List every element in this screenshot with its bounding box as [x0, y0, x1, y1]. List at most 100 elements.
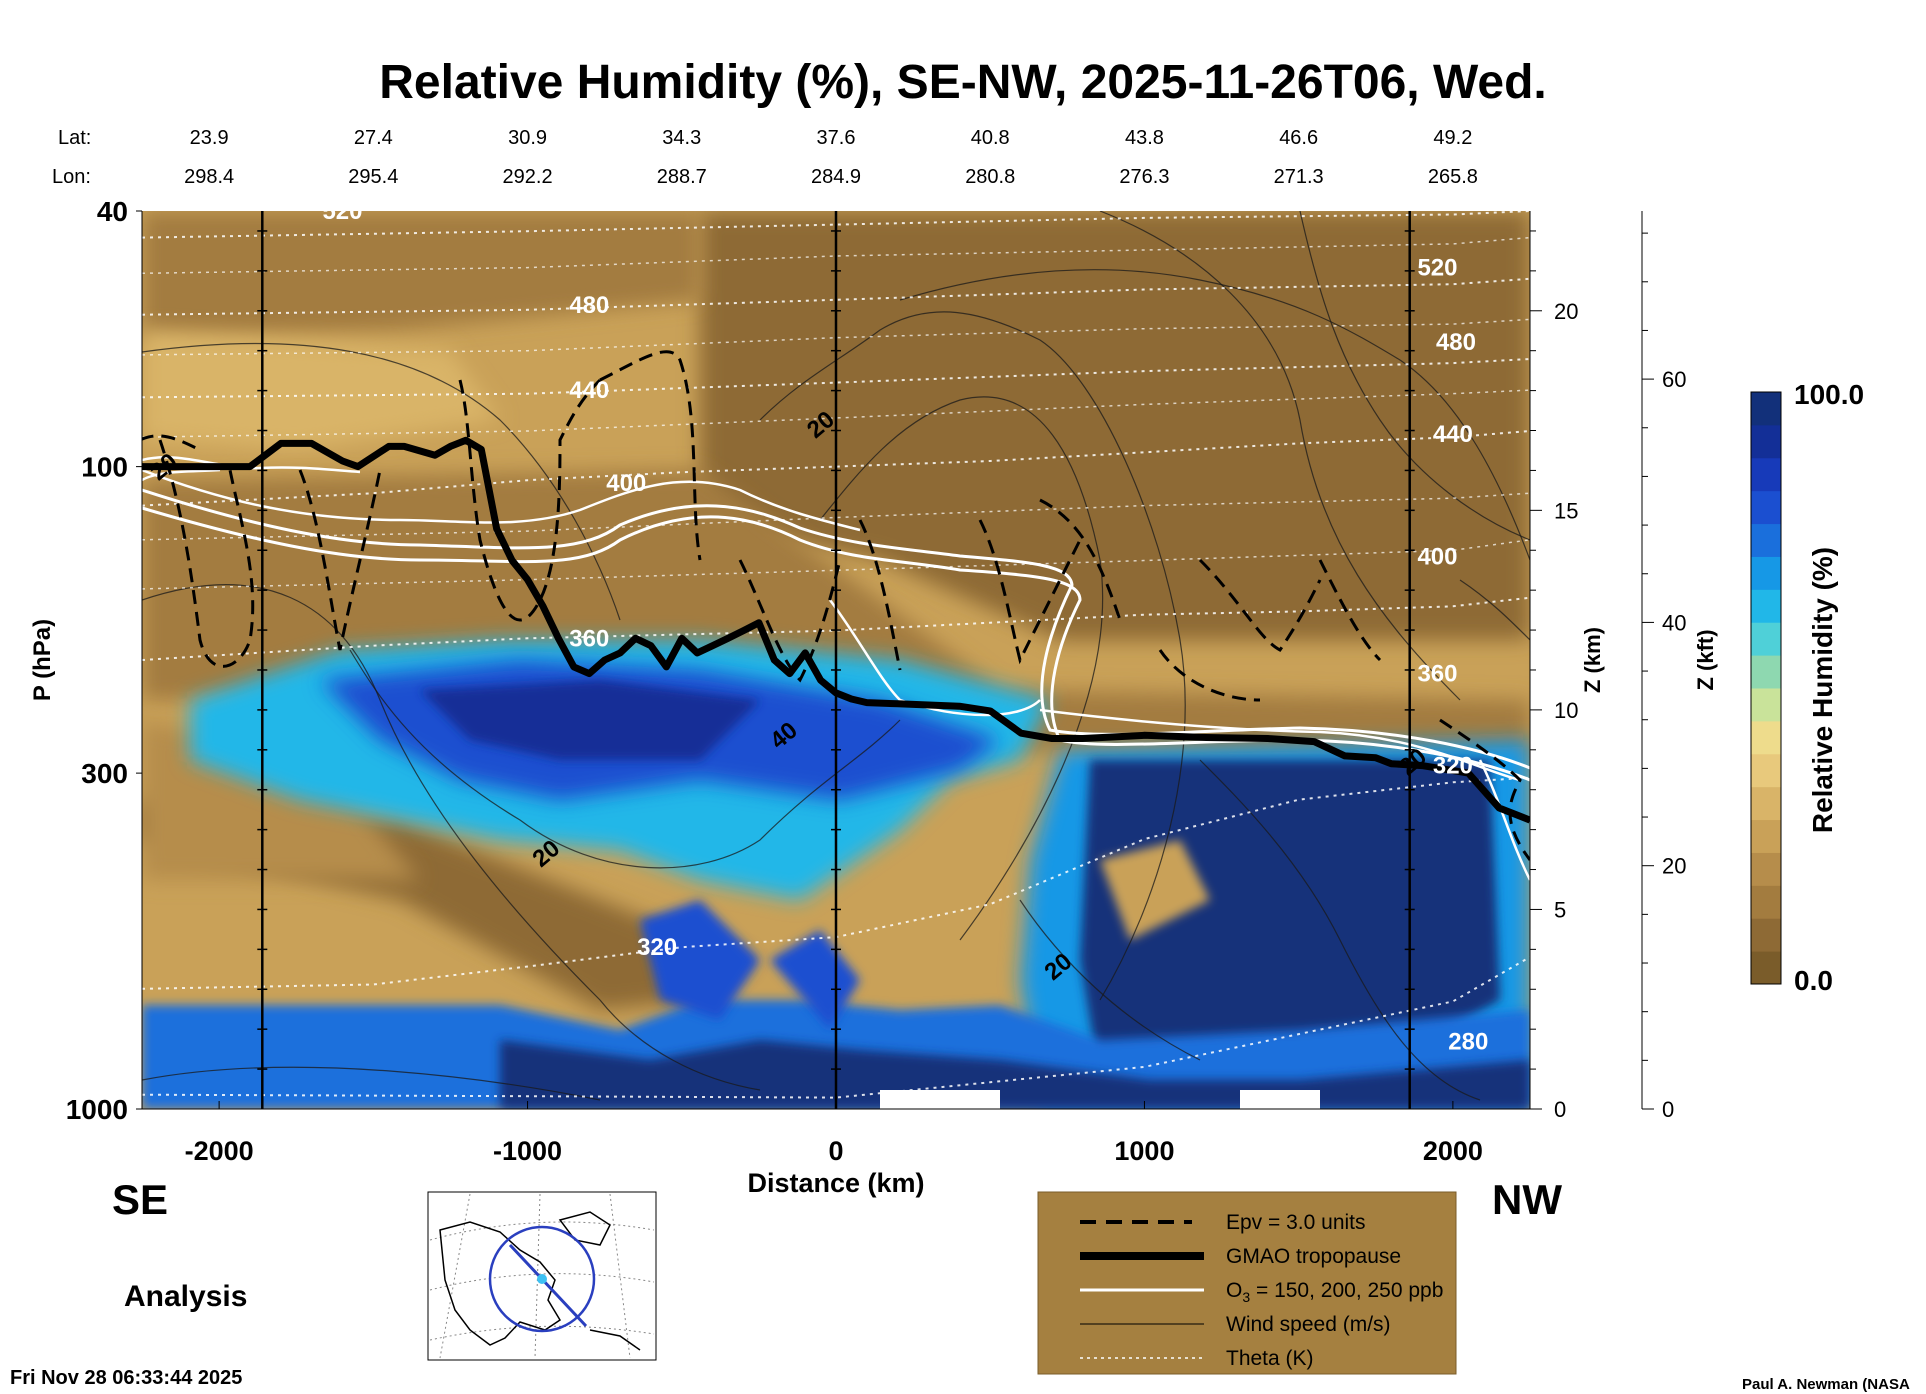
lat-value: 37.6: [817, 127, 856, 149]
locator-map: [427, 1191, 657, 1361]
gmao-tropopause: [142, 436, 1530, 824]
z-kft-label: Z (kft): [1693, 629, 1718, 690]
theta-label: 520: [322, 198, 362, 225]
z-kft-tick-label: 20: [1662, 854, 1686, 879]
theta-line-minor: [142, 389, 1530, 438]
theta-label: 480: [1436, 329, 1476, 356]
rh-dry-pocket-nw: [1100, 840, 1210, 940]
theta-line-480: [142, 277, 1530, 316]
theta-label: 280: [1448, 1028, 1488, 1055]
z-km-label: Z (km): [1580, 627, 1605, 693]
z-kft-tick-label: 40: [1662, 610, 1686, 635]
z-km-tick-label: 5: [1554, 897, 1566, 922]
x-axis: -2000 -1000 0 1000 2000: [185, 1101, 1483, 1166]
surface-mask-2: [1240, 1090, 1320, 1109]
legend-o3-label: O3 = 150, 200, 250 ppb: [1226, 1279, 1443, 1305]
lat-value: 46.6: [1279, 127, 1318, 149]
lon-value: 280.8: [965, 166, 1015, 188]
theta-label: 360: [569, 625, 609, 652]
colorbar-segment: [1751, 819, 1781, 853]
epv-contour: [1198, 558, 1322, 652]
theta-label: 480: [569, 292, 609, 319]
rh-plume-2: [770, 930, 860, 1030]
theta-line-320: [142, 776, 1530, 990]
z-km-tick-label: 20: [1554, 299, 1578, 324]
theta-line-minor: [142, 539, 1530, 590]
legend-o3-label-tail: = 150, 200, 250 ppb: [1250, 1279, 1443, 1302]
epv-contour: [1039, 498, 1122, 621]
x-tick-label: -2000: [185, 1136, 254, 1166]
theta-line-minor: [142, 492, 1530, 541]
ozone-contour: [142, 468, 861, 532]
lat-value: 34.3: [662, 127, 701, 149]
analysis-label: Analysis: [124, 1280, 247, 1313]
timestamp: Fri Nov 28 06:33:44 2025: [10, 1367, 242, 1389]
colorbar-segment: [1751, 622, 1781, 656]
wind-contour: [899, 269, 1530, 561]
wind-speed-contours: [142, 211, 1530, 1101]
lat-value: 49.2: [1433, 127, 1472, 149]
theta-label: 520: [1417, 255, 1457, 282]
rh-core-upper-2: [420, 680, 760, 760]
lat-value: 23.9: [190, 127, 229, 149]
theta-lines: [142, 211, 1530, 1099]
theta-line-360: [142, 596, 1530, 661]
epv-contour: [158, 439, 255, 668]
ozone-contour: [142, 456, 361, 474]
theta-labels: 520 480 440 400 360 320 280 520 480 440 400 360 320: [322, 198, 1488, 1055]
theta-line-520: [142, 211, 1530, 239]
z-km-tick-label: 0: [1554, 1097, 1566, 1122]
wind-contour: [1459, 579, 1530, 641]
map-range-circle: [488, 1225, 596, 1333]
z-kft-axis-ticks: 0 20 40 60: [1642, 232, 1686, 1122]
colorbar-segment: [1751, 490, 1781, 525]
legend-theta-label: Theta (K): [1226, 1347, 1314, 1370]
theta-label: 440: [1433, 421, 1473, 448]
wind-contour: [142, 584, 761, 1091]
lon-value: 265.8: [1428, 166, 1478, 188]
p-tick-label: 100: [81, 452, 128, 483]
colorbar-segment: [1751, 720, 1781, 755]
latlon-header: 23.9 298.4 27.4 295.4 30.9 292.2 34.3 288.7 37.6…: [184, 127, 1478, 188]
colorbar-segment: [1751, 951, 1781, 985]
map-center-marker: [537, 1274, 547, 1284]
colorbar-segment: [1751, 392, 1781, 426]
wind-contour: [759, 311, 1186, 1001]
epv-contour: [1439, 718, 1530, 861]
lon-value: 295.4: [348, 166, 398, 188]
theta-label: 440: [569, 377, 609, 404]
theta-label: 400: [606, 470, 646, 497]
rh-core-nw: [1080, 760, 1500, 1080]
direction-nw: NW: [1492, 1176, 1562, 1223]
rh-moist-band-west: [142, 330, 500, 450]
colorbar-segment: [1751, 589, 1781, 623]
colorbar-segment: [1751, 885, 1781, 919]
colorbar-segment: [1751, 457, 1781, 492]
pressure-axis: 40 100 300 1000: [66, 196, 142, 1125]
lon-value: 292.2: [503, 166, 553, 188]
lat-value: 27.4: [354, 127, 393, 149]
y-axis-label: P (hPa): [29, 619, 56, 701]
colorbar-frame: [1750, 391, 1782, 985]
z-kft-tick-label: 60: [1662, 367, 1686, 392]
legend-wind-label: Wind speed (m/s): [1226, 1313, 1391, 1336]
theta-label: 320: [637, 934, 677, 961]
map-section-line: [508, 1243, 588, 1328]
wind-contour: [1299, 211, 1530, 541]
z-km-axis-ticks: 0 5 10 15 20: [1530, 230, 1578, 1122]
p-tick-label: 300: [81, 758, 128, 789]
theta-line-minor: [142, 236, 1530, 275]
colorbar: [1750, 391, 1782, 985]
colorbar-max-label: 100.0: [1794, 379, 1864, 410]
theta-label: 320: [1433, 753, 1473, 780]
wind-contour: [819, 396, 1104, 941]
lat-value: 40.8: [971, 127, 1010, 149]
x-tick-label: -1000: [493, 1136, 562, 1166]
epv-contour: [298, 469, 382, 651]
wind-contour: [1099, 211, 1461, 701]
wind-contour: [142, 1066, 601, 1101]
z-km-tick-label: 15: [1554, 498, 1578, 523]
theta-label: 360: [1417, 661, 1457, 688]
epv-contour: [978, 519, 1082, 665]
x-axis-label: Distance (km): [747, 1168, 924, 1198]
